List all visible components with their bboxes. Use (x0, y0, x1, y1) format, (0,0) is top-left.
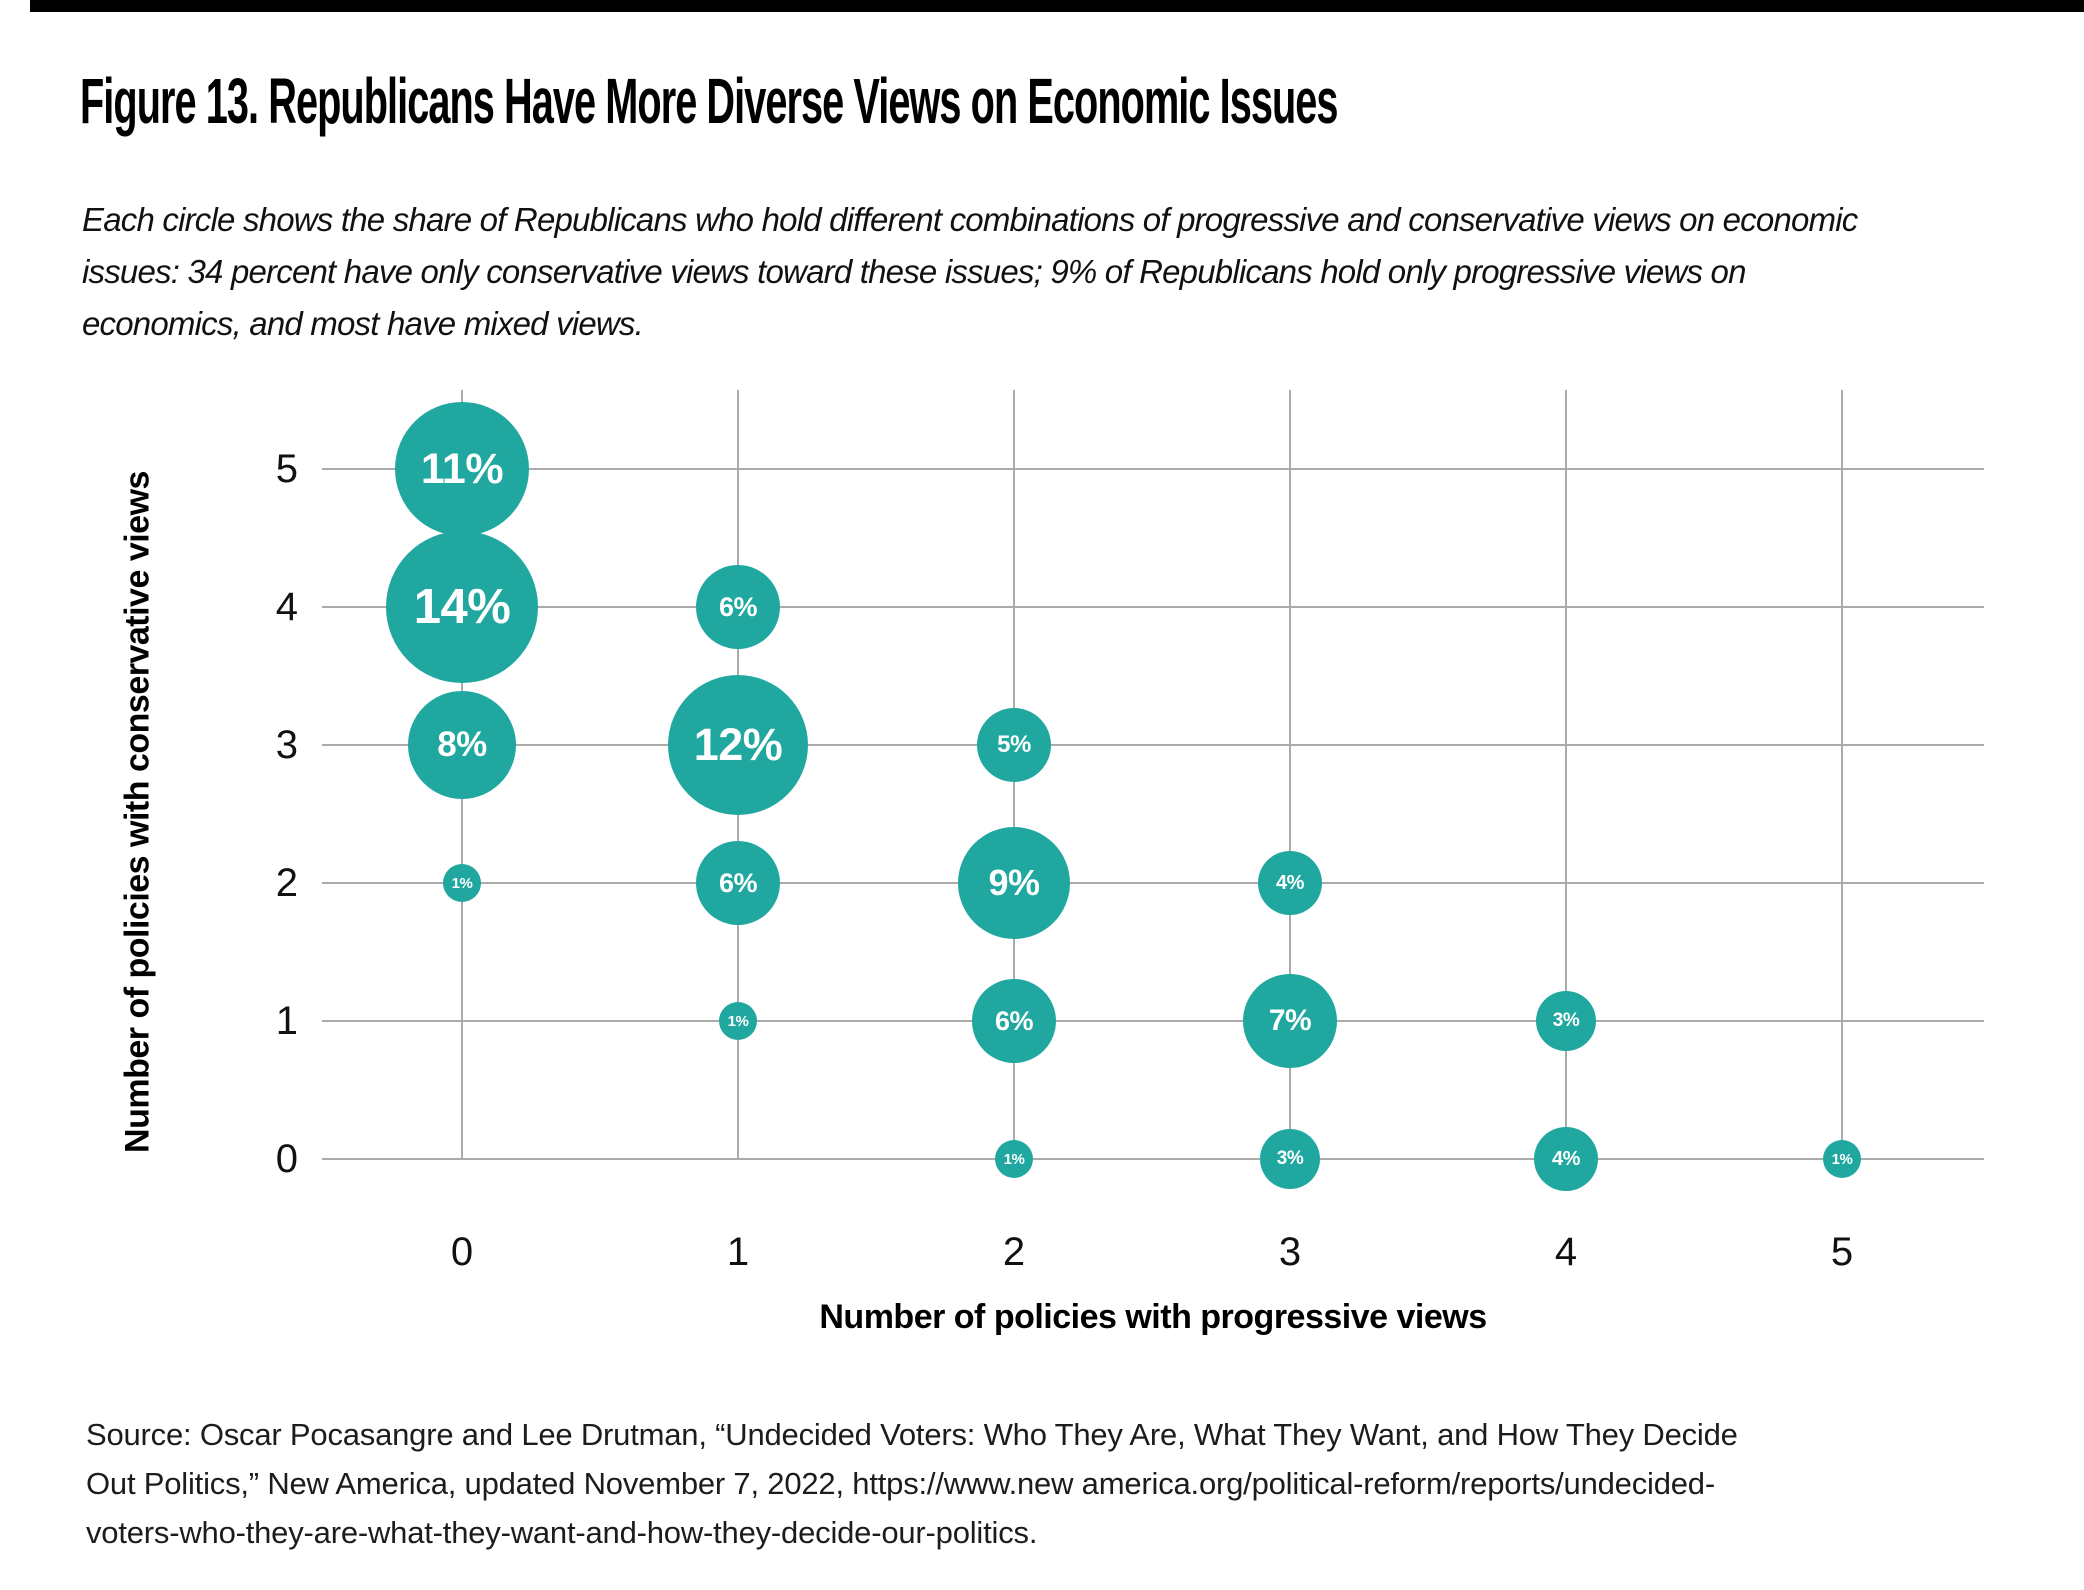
source-line: voters-who-they-are-what-they-want-and-h… (86, 1515, 1038, 1550)
bubble-value-label: 12% (693, 719, 783, 770)
subtitle-line: economics, and most have mixed views. (82, 305, 644, 342)
x-axis-tick-label: 0 (450, 1230, 474, 1274)
bubble-value-label: 4% (1276, 871, 1304, 894)
x-axis-tick-label: 5 (1830, 1230, 1854, 1274)
gridline-horizontal (322, 744, 1984, 746)
bubble-value-label: 1% (1831, 1150, 1853, 1168)
gridline-horizontal (322, 606, 1984, 608)
chart-bubble-x1-y3: 12% (668, 675, 808, 815)
y-axis-tick-label: 3 (275, 723, 298, 767)
chart-bubble-x0-y5: 11% (395, 402, 529, 536)
bubble-value-label: 14% (413, 580, 511, 634)
x-axis-tick-label: 3 (1278, 1230, 1302, 1274)
source-line: Out Politics,” New America, updated Nove… (86, 1466, 1715, 1501)
source-line: Source: Oscar Pocasangre and Lee Drutman… (86, 1417, 1738, 1452)
gridline-horizontal (322, 468, 1984, 470)
y-axis-tick-label: 5 (275, 447, 298, 491)
bubble-value-label: 4% (1552, 1147, 1580, 1170)
subtitle-line: issues: 34 percent have only conservativ… (82, 253, 1746, 290)
top-accent-bar (30, 0, 2084, 12)
bubble-value-label: 3% (1276, 1148, 1304, 1169)
chart-bubble-x3-y0: 3% (1260, 1129, 1320, 1189)
bubble-value-label: 6% (718, 867, 758, 898)
bubble-value-label: 6% (718, 591, 758, 622)
chart-bubble-x0-y2: 1% (443, 864, 481, 902)
chart-bubble-x2-y3: 5% (977, 708, 1051, 782)
gridline-horizontal (322, 1020, 1984, 1022)
chart-bubble-x5-y0: 1% (1823, 1140, 1861, 1178)
x-axis-title: Number of policies with progressive view… (819, 1298, 1487, 1336)
chart-bubble-x3-y1: 7% (1243, 974, 1337, 1068)
chart-bubble-x0-y3: 8% (408, 691, 516, 799)
gridline-vertical (1841, 390, 1843, 1159)
x-axis-tick-label: 4 (1554, 1230, 1578, 1274)
bubble-value-label: 7% (1268, 1004, 1312, 1037)
figure-title: Figure 13. Republicans Have More Diverse… (80, 65, 1339, 137)
gridline-horizontal (322, 882, 1984, 884)
chart-bubble-x2-y2: 9% (958, 827, 1070, 939)
chart-bubble-x4-y1: 3% (1536, 991, 1596, 1051)
chart-bubble-x2-y0: 1% (995, 1140, 1033, 1178)
chart-bubble-x2-y1: 6% (972, 979, 1056, 1063)
figure-subtitle: Each circle shows the share of Republica… (82, 194, 1858, 350)
bubble-value-label: 11% (420, 444, 504, 493)
chart-bubble-x0-y4: 14% (386, 531, 538, 683)
bubble-value-label: 1% (451, 874, 473, 892)
y-axis-tick-label: 2 (275, 861, 298, 905)
bubble-value-label: 5% (997, 731, 1031, 758)
y-axis-tick-label: 4 (275, 585, 298, 629)
bubble-value-label: 8% (437, 725, 487, 764)
chart-bubble-x4-y0: 4% (1534, 1127, 1598, 1191)
bubble-value-label: 1% (727, 1012, 749, 1030)
chart-bubble-x1-y1: 1% (719, 1002, 757, 1040)
bubble-value-label: 9% (988, 862, 1040, 903)
chart-bubble-x3-y2: 4% (1258, 851, 1322, 915)
gridline-horizontal (322, 1158, 1984, 1160)
y-axis-title: Number of policies with conservative vie… (118, 471, 157, 1153)
chart-bubble-x1-y4: 6% (696, 565, 780, 649)
y-axis-tick-label: 1 (275, 999, 298, 1043)
bubble-value-label: 3% (1552, 1010, 1580, 1031)
gridline-vertical (1289, 390, 1291, 1159)
gridline-vertical (1565, 390, 1567, 1159)
subtitle-line: Each circle shows the share of Republica… (82, 201, 1858, 238)
bubble-value-label: 1% (1003, 1150, 1025, 1168)
chart-bubble-x1-y2: 6% (696, 841, 780, 925)
y-axis-tick-label: 0 (275, 1137, 298, 1181)
x-axis-tick-label: 2 (1002, 1230, 1026, 1274)
x-axis-tick-label: 1 (726, 1230, 750, 1274)
source-citation: Source: Oscar Pocasangre and Lee Drutman… (86, 1410, 1738, 1557)
bubble-value-label: 6% (994, 1005, 1034, 1036)
